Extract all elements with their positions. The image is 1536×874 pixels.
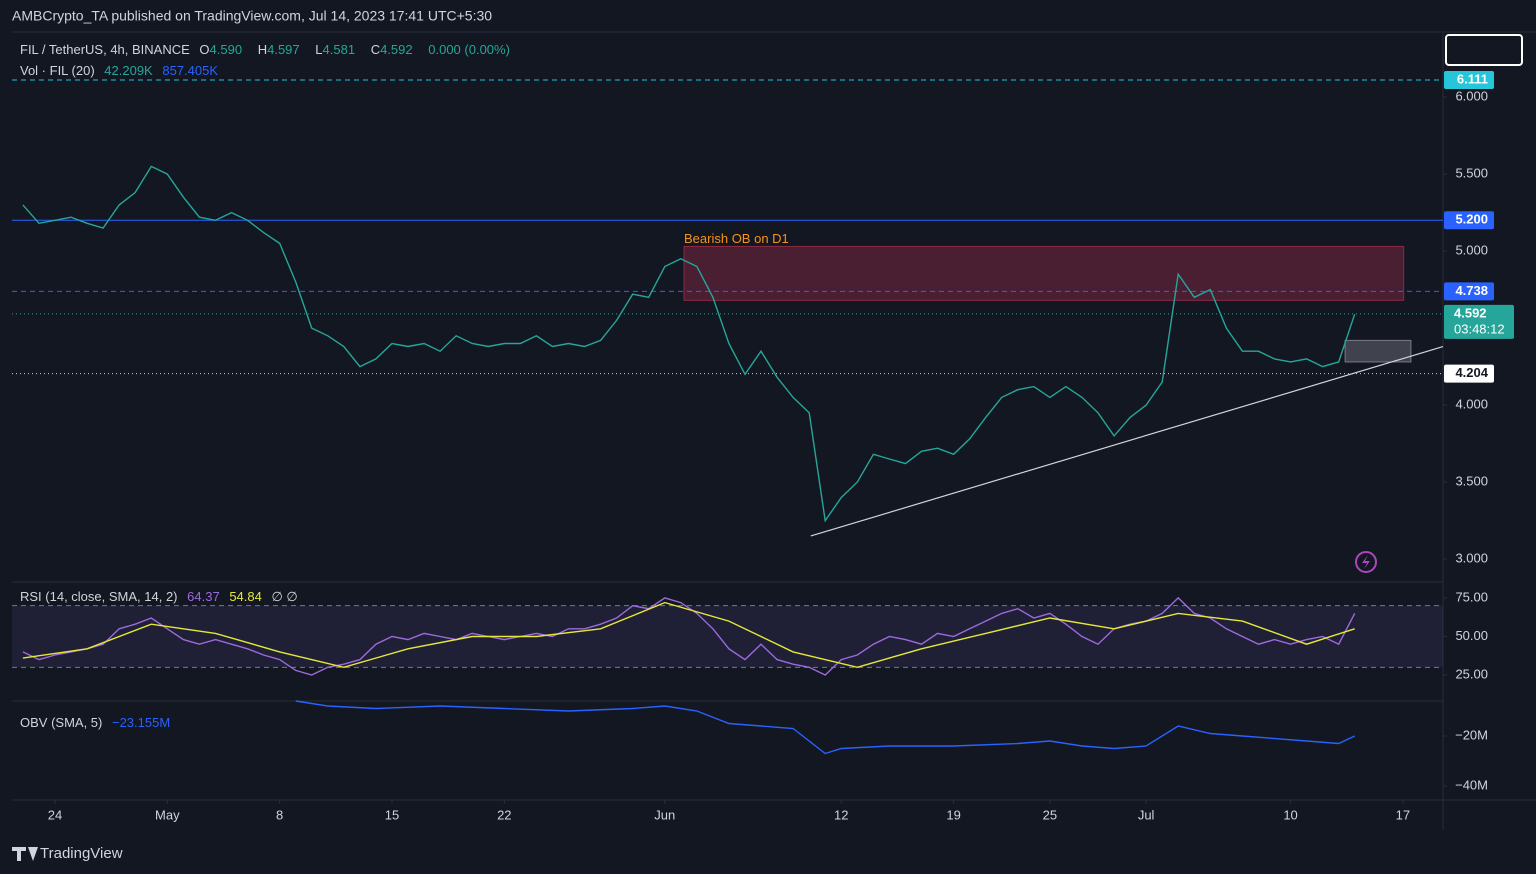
ohlc-value: 4.597 <box>267 42 300 57</box>
rsi-value: 64.37 <box>187 589 220 604</box>
level-label: 4.738 <box>1455 283 1488 298</box>
last-price-label: 4.592 <box>1454 305 1487 320</box>
publisher: AMBCrypto_TA published on TradingView.co… <box>12 8 492 24</box>
brand-logo <box>12 847 38 861</box>
rsi-sma-value: 54.84 <box>229 589 262 604</box>
y-tick-label: 3.000 <box>1455 550 1488 565</box>
x-tick-label: 25 <box>1043 807 1057 822</box>
zone <box>683 245 1405 301</box>
series-line <box>22 601 1355 669</box>
x-tick-label: 10 <box>1283 807 1297 822</box>
y-tick-label: 6.000 <box>1455 89 1488 104</box>
last-price-tag <box>1444 304 1514 339</box>
trendline <box>810 345 1444 537</box>
brand: TradingView <box>40 845 123 862</box>
x-tick-label: 12 <box>834 807 848 822</box>
settings-button[interactable] <box>1445 34 1523 66</box>
x-tick-label: 24 <box>48 807 62 822</box>
rsi-legend: RSI (14, close, SMA, 14, 2) 64.37 54.84 … <box>20 589 304 605</box>
zone <box>1344 339 1412 363</box>
level-tag <box>1444 211 1494 230</box>
zone-label: Bearish OB on D1 <box>684 231 789 246</box>
level-label: 6.111 <box>1457 71 1488 86</box>
y-tick-label: 5.500 <box>1455 165 1488 180</box>
x-tick-label: 22 <box>497 807 511 822</box>
y-tick-label: 4.000 <box>1455 396 1488 411</box>
volume-value: 42.209K <box>104 63 153 78</box>
obv-value: −23.155M <box>111 715 171 730</box>
symbol-legend: FIL / TetherUS, 4h, BINANCE O4.590 H4.59… <box>20 42 516 57</box>
level-tag <box>1444 364 1494 383</box>
ohlc-key: L <box>315 42 323 57</box>
ohlc-key: C <box>370 42 381 57</box>
ohlc-key: O <box>199 42 210 57</box>
y-tick-label: 5.000 <box>1455 242 1488 257</box>
x-tick-label: 8 <box>276 807 283 822</box>
ohlc-key: H <box>257 42 268 57</box>
obv-title: OBV (SMA, 5) <box>20 715 103 730</box>
x-tick-label: 17 <box>1396 807 1410 822</box>
x-tick-label: Jun <box>654 807 675 822</box>
countdown: 03:48:12 <box>1454 321 1505 336</box>
ohlc-value: 4.581 <box>322 42 356 57</box>
y-tick-label: 75.00 <box>1455 589 1488 604</box>
level-label: 4.204 <box>1455 365 1488 380</box>
x-tick-label: Jul <box>1138 807 1155 822</box>
alert-bolt <box>1362 555 1370 569</box>
x-tick-label: May <box>155 807 180 822</box>
y-tick-label: −20M <box>1455 727 1488 742</box>
level-label: 5.200 <box>1455 212 1488 227</box>
y-tick-label: 3.500 <box>1455 473 1488 488</box>
y-tick-label: 50.00 <box>1455 628 1488 643</box>
ohlc-value: 4.592 <box>380 42 413 57</box>
alert-icon[interactable] <box>1355 551 1377 573</box>
series-line <box>295 700 1355 755</box>
x-tick-label: 19 <box>946 807 960 822</box>
obv-legend: OBV (SMA, 5) −23.155M <box>20 715 176 730</box>
rsi-title: RSI (14, close, SMA, 14, 2) <box>20 589 178 604</box>
rsi-extra: ∅ ∅ <box>271 589 298 604</box>
x-tick-label: 15 <box>385 807 399 822</box>
volume-legend: Vol · FIL (20) 42.209K 857.405K <box>20 63 224 78</box>
header-bar <box>0 0 1536 32</box>
change: 0.000 (0.00%) <box>428 42 510 57</box>
ohlc-value: 4.590 <box>209 42 243 57</box>
y-tick-label: −40M <box>1455 777 1488 792</box>
y-tick-label: 25.00 <box>1455 666 1488 681</box>
series-line <box>22 165 1356 523</box>
level-tag <box>1444 70 1494 89</box>
level-tag <box>1444 282 1494 301</box>
volume-ma: 857.405K <box>162 63 219 78</box>
symbol: FIL / TetherUS, 4h, BINANCE <box>20 42 190 57</box>
volume-name: Vol · FIL (20) <box>20 63 95 78</box>
